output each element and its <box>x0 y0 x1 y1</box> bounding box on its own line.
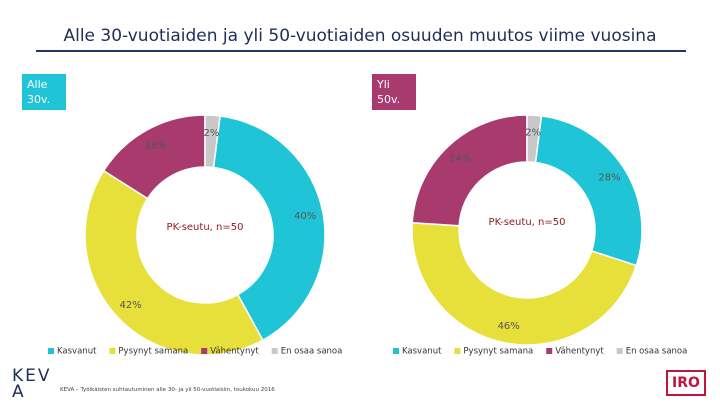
legend-label: Vähentynyt <box>210 347 259 357</box>
donut-segment <box>411 221 638 346</box>
data-label: 2% <box>203 128 219 139</box>
legend-swatch <box>546 348 553 354</box>
legend-swatch <box>454 348 461 354</box>
legend-label: Kasvanut <box>57 347 97 357</box>
legend-label: Kasvanut <box>402 347 442 357</box>
legend-label: En osaa sanoa <box>626 347 688 357</box>
data-label: 16% <box>145 141 167 152</box>
legend-label: Pysynyt samana <box>463 347 533 357</box>
data-label: 2% <box>525 127 541 138</box>
legend-swatch <box>48 348 54 354</box>
slide-title: Alle 30-vuotiaiden ja yli 50-vuotiaiden … <box>63 26 657 46</box>
legend-swatch <box>109 348 116 354</box>
donut-segment <box>84 169 264 356</box>
donut-segment <box>204 114 221 169</box>
legend-label: Vähentynyt <box>555 347 604 357</box>
donut-segment <box>534 115 643 267</box>
legend-swatch <box>393 348 399 354</box>
donut-segment <box>411 114 528 227</box>
data-label: 24% <box>449 154 471 165</box>
logo-iro: IRO <box>666 370 706 396</box>
legend-swatch <box>616 348 623 354</box>
center-label: PK-seutu, n=50 <box>166 222 244 233</box>
source: KEVA – Työikäisten suhtautuminen alle 30… <box>60 387 275 393</box>
center-label: PK-seutu, n=50 <box>488 217 566 228</box>
donut-segment <box>212 115 326 342</box>
data-label: 28% <box>598 173 620 184</box>
data-label: 40% <box>294 211 316 222</box>
group-tag: Yli 50v. <box>372 74 416 110</box>
data-label: 46% <box>498 321 520 332</box>
legend-swatch <box>201 348 208 354</box>
title-rule <box>36 50 686 52</box>
legend-label: Pysynyt samana <box>118 347 188 357</box>
legend-swatch <box>271 348 278 354</box>
data-label: 42% <box>120 300 142 311</box>
legend-label: En osaa sanoa <box>281 347 343 357</box>
logo-keva: KEVA <box>12 366 52 402</box>
donut-segment <box>526 114 543 164</box>
group-tag: Alle 30v. <box>22 74 66 110</box>
